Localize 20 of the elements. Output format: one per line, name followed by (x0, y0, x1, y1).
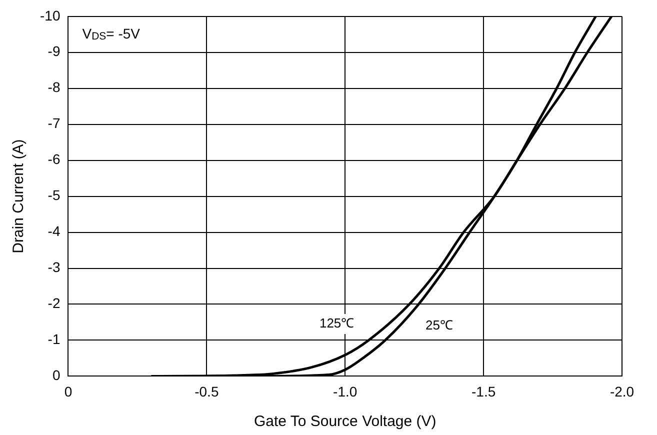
x-tick-label: -2.0 (610, 383, 634, 400)
x-tick-label: 0 (64, 383, 72, 400)
y-tick-label: -8 (48, 79, 60, 96)
y-tick-label: -6 (48, 151, 60, 168)
y-tick-label: -4 (48, 223, 60, 240)
y-tick-label: -1 (48, 331, 60, 348)
y-tick-label: 0 (52, 367, 60, 384)
x-axis-title: Gate To Source Voltage (V) (254, 413, 436, 430)
x-tick-label: -1.0 (333, 383, 358, 400)
x-tick-label: -0.5 (194, 383, 219, 400)
y-tick-label: -7 (48, 115, 60, 132)
y-tick-label: -9 (48, 43, 60, 60)
x-tick-label: -1.5 (471, 383, 496, 400)
y-tick-label: -5 (48, 187, 60, 204)
y-tick-label: -10 (40, 7, 60, 24)
y-tick-label: -3 (48, 259, 60, 276)
y-axis-title: Drain Current (A) (10, 139, 28, 254)
y-tick-label: -2 (48, 295, 60, 312)
series-label: 125℃ (319, 316, 354, 331)
series-label: 25℃ (426, 317, 453, 332)
